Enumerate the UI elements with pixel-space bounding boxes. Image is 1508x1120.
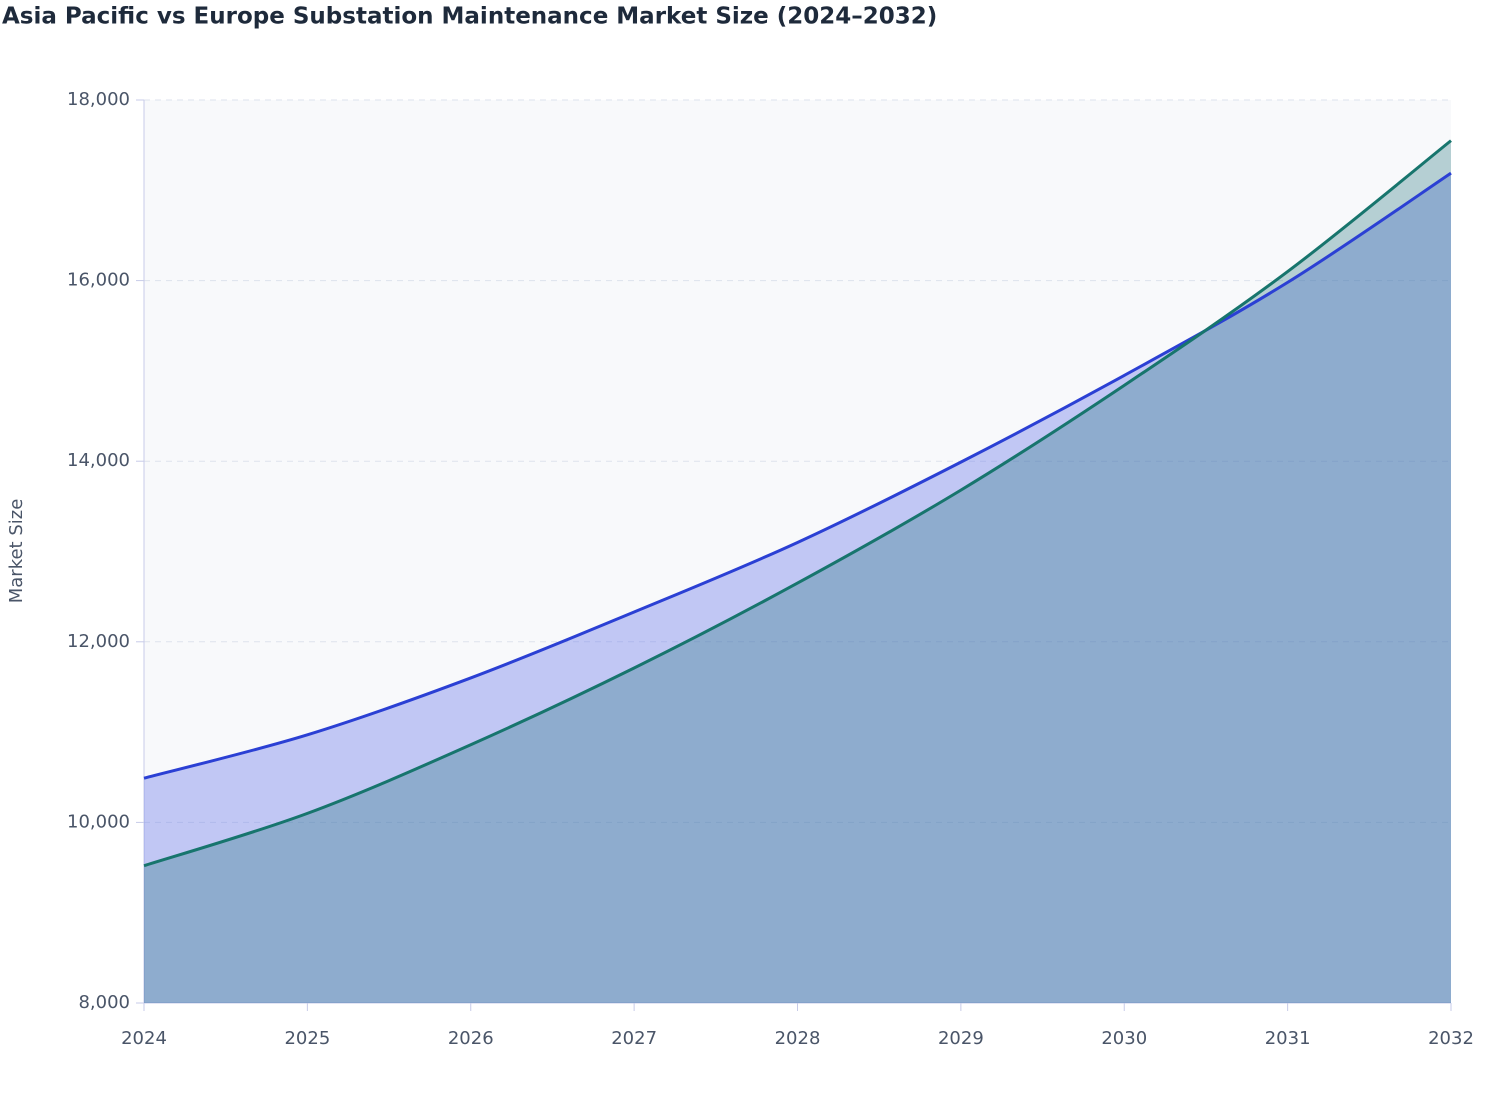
y-tick-label: 12,000	[67, 631, 130, 652]
area	[144, 173, 1451, 1003]
line	[143, 139, 1452, 868]
y-tick-label: 14,000	[67, 450, 130, 471]
y-tick-label: 10,000	[67, 811, 130, 832]
x-tick-label: 2030	[1101, 1028, 1147, 1049]
y-axis-label: Market Size	[6, 499, 27, 604]
x-tick-label: 2028	[775, 1028, 821, 1049]
x-tick-label: 2031	[1265, 1028, 1311, 1049]
y-tick-label: 8,000	[78, 992, 130, 1013]
x-tick-label: 2027	[611, 1028, 657, 1049]
chart-title: Asia Pacific vs Europe Substation Mainte…	[2, 4, 937, 30]
x-tick-label: 2025	[284, 1028, 330, 1049]
x-tick-label: 2032	[1428, 1028, 1474, 1049]
y-tick-label: 18,000	[67, 89, 130, 110]
y-tick-label: 16,000	[67, 270, 130, 291]
x-tick-label: 2026	[448, 1028, 494, 1049]
x-tick-label: 2024	[121, 1028, 167, 1049]
x-tick-label: 2029	[938, 1028, 984, 1049]
plot-background	[144, 100, 1451, 1003]
area	[144, 140, 1451, 1003]
line	[143, 171, 1452, 780]
